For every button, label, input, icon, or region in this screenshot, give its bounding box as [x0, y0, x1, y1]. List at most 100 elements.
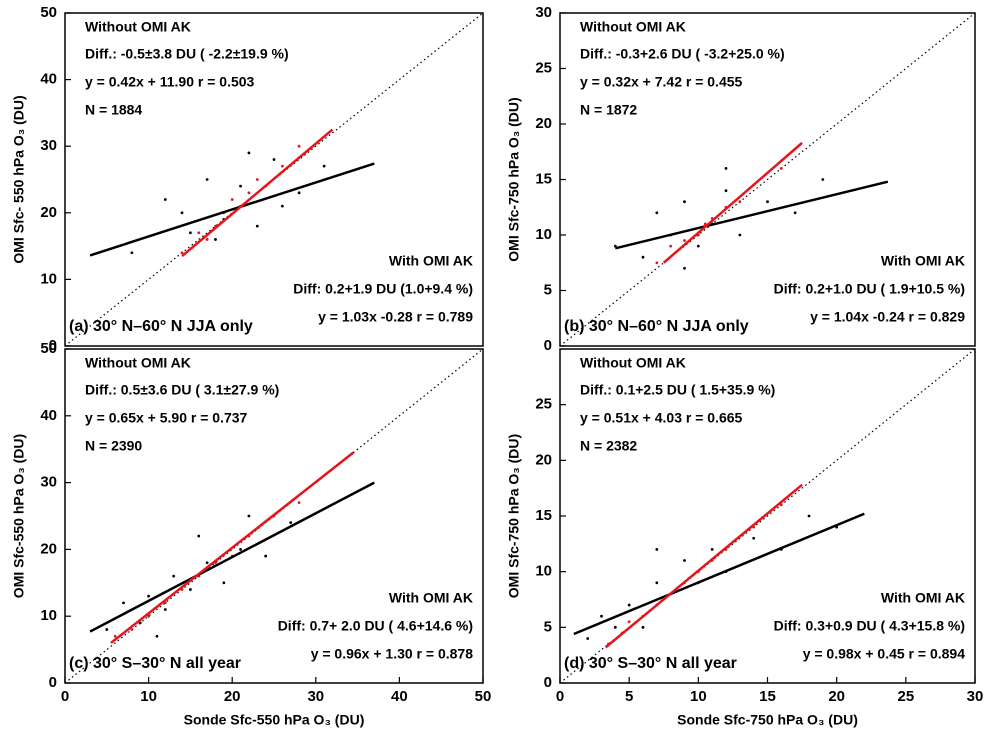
- y-tick-label: 0: [49, 674, 57, 691]
- point: [122, 601, 125, 605]
- point: [138, 621, 142, 625]
- point: [230, 198, 234, 201]
- x-tick-label: 20: [828, 688, 845, 705]
- point: [683, 239, 686, 242]
- fit-line: [573, 512, 865, 636]
- stat-line: y = 0.96x + 1.30 r = 0.878: [311, 646, 474, 662]
- point: [322, 164, 326, 168]
- y-tick-label: 0: [49, 337, 57, 354]
- stat-line: Diff: 0.7+ 2.0 DU ( 4.6+14.6 %): [278, 618, 473, 634]
- point: [724, 189, 728, 193]
- y-tick-label: 50: [40, 4, 57, 21]
- x-axis-label: Sonde Sfc-550 hPa O₃ (DU): [184, 712, 365, 728]
- panel-label: (b) 30° N–60° N JJA only: [564, 318, 749, 335]
- point: [280, 164, 284, 168]
- point: [255, 224, 259, 228]
- point: [130, 251, 134, 255]
- y-tick-label: 30: [40, 474, 57, 491]
- stat-line: y = 0.65x + 5.90 r = 0.737: [85, 410, 248, 426]
- series-name: With OMI AK: [389, 253, 473, 269]
- series-name: Without OMI AK: [85, 19, 191, 35]
- point: [600, 614, 603, 618]
- point: [738, 233, 742, 237]
- y-tick-label: 25: [535, 59, 552, 76]
- y-tick-label: 40: [40, 407, 57, 424]
- point: [247, 151, 251, 155]
- point: [180, 251, 184, 255]
- point: [793, 211, 797, 215]
- point: [627, 603, 631, 607]
- one-to-one-line: [559, 348, 976, 684]
- fit-line: [662, 141, 803, 264]
- y-tick-label: 10: [40, 270, 57, 287]
- point: [613, 625, 617, 629]
- y-tick-label: 20: [40, 204, 57, 221]
- x-tick-label: 0: [556, 688, 564, 705]
- stat-line: Diff.: -0.3+2.6 DU ( -3.2+25.0 %): [580, 46, 785, 62]
- point: [205, 561, 209, 565]
- point: [738, 200, 742, 204]
- point: [586, 637, 590, 640]
- fit-line: [89, 481, 375, 633]
- point: [105, 628, 109, 631]
- point: [264, 554, 268, 558]
- panel-label: (d) 30° S–30° N all year: [564, 655, 737, 672]
- y-tick-label: 10: [535, 563, 552, 580]
- point: [669, 244, 673, 248]
- stat-line: N = 2390: [85, 438, 142, 454]
- y-tick-label: 5: [544, 618, 552, 635]
- y-axis-label: OMI Sfc-750 hPa O₃ (DU): [506, 97, 522, 261]
- point: [214, 238, 217, 241]
- point: [655, 581, 659, 585]
- fit-line: [110, 451, 355, 644]
- y-tick-label: 20: [535, 451, 552, 468]
- x-tick-label: 50: [475, 688, 492, 705]
- y-tick-label: 0: [544, 337, 552, 354]
- y-tick-label: 50: [40, 340, 57, 357]
- x-tick-label: 40: [391, 688, 408, 705]
- point: [655, 211, 659, 215]
- stat-line: N = 1872: [580, 102, 637, 118]
- stat-line: y = 1.03x -0.28 r = 0.789: [318, 309, 473, 325]
- y-axis-label: OMI Sfc-550 hPa O₃ (DU): [11, 434, 27, 598]
- y-tick-label: 0: [544, 674, 552, 691]
- y-tick-label: 15: [535, 507, 552, 524]
- x-tick-label: 15: [759, 688, 776, 705]
- plot-frame: [64, 12, 484, 347]
- stat-line: y = 1.04x -0.24 r = 0.829: [810, 309, 965, 325]
- y-tick-label: 30: [40, 137, 57, 154]
- stat-line: y = 0.32x + 7.42 r = 0.455: [580, 74, 743, 90]
- x-tick-label: 20: [224, 688, 241, 705]
- y-axis-label: OMI Sfc-750 hPa O₃ (DU): [506, 434, 522, 598]
- point: [197, 534, 201, 538]
- stat-line: N = 1884: [85, 102, 142, 118]
- point: [683, 200, 686, 204]
- point: [297, 501, 301, 505]
- point: [289, 521, 293, 525]
- stat-line: Diff.: 0.1+2.5 DU ( 1.5+35.9 %): [580, 382, 775, 398]
- y-tick-label: 20: [40, 540, 57, 557]
- point: [627, 620, 631, 624]
- one-to-one-line: [559, 12, 976, 347]
- series-name: Without OMI AK: [580, 355, 686, 371]
- fit-line: [604, 483, 803, 649]
- x-tick-label: 30: [307, 688, 324, 705]
- fit-line: [181, 128, 334, 258]
- y-tick-label: 30: [535, 4, 552, 21]
- y-tick-label: 10: [40, 607, 57, 624]
- point: [205, 178, 209, 181]
- series-name: With OMI AK: [881, 590, 965, 606]
- stat-line: N = 2382: [580, 438, 637, 454]
- point: [655, 548, 659, 551]
- point: [821, 178, 825, 181]
- stat-line: y = 0.98x + 0.45 r = 0.894: [803, 646, 966, 662]
- point: [297, 144, 301, 148]
- y-tick-label: 40: [40, 71, 57, 88]
- point: [683, 559, 686, 562]
- y-axis-label: OMI Sfc- 550 hPa O₃ (DU): [11, 95, 27, 263]
- y-tick-label: 15: [535, 170, 552, 187]
- x-tick-label: 10: [140, 688, 157, 705]
- fit-line: [615, 180, 889, 250]
- x-axis-label: Sonde Sfc-750 hPa O₃ (DU): [677, 712, 858, 728]
